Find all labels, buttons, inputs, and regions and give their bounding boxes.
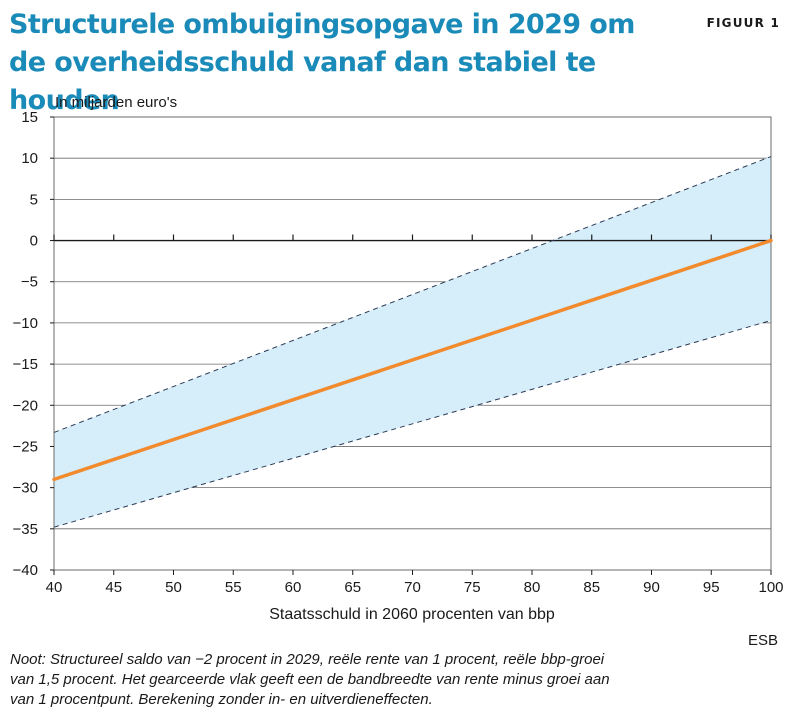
- y-tick-label: −20: [13, 397, 38, 414]
- upper-bound-line: [53, 156, 772, 433]
- y-tick-label: −25: [13, 438, 38, 455]
- x-tick-label: 45: [105, 579, 122, 596]
- y-tick-label: −30: [13, 480, 38, 497]
- x-tick-label: 95: [703, 579, 720, 596]
- y-tick-label: 10: [21, 150, 38, 167]
- x-tick-label: 85: [583, 579, 600, 596]
- main-series-line: [52, 238, 773, 482]
- x-tick-label: 55: [225, 579, 242, 596]
- y-axis-label: In miljarden euro's: [55, 94, 177, 111]
- x-tick-label: 80: [524, 579, 541, 596]
- x-axis-label: Staatsschuld in 2060 procenten van bbp: [269, 606, 555, 623]
- x-tick-label: 40: [46, 579, 63, 596]
- x-tick-label: 70: [404, 579, 421, 596]
- x-tick-label: 90: [643, 579, 660, 596]
- x-tick-label: 75: [464, 579, 481, 596]
- y-tick-label: −5: [21, 274, 38, 291]
- chart-title: Structurele ombuigingsopgave in 2029 om …: [9, 6, 649, 120]
- lower-bound-line: [53, 319, 772, 528]
- y-tick-label: −15: [13, 356, 38, 373]
- x-tick-label: 60: [285, 579, 302, 596]
- y-tick-label: −40: [13, 562, 38, 579]
- y-tick-label: 0: [30, 233, 38, 250]
- y-tick-label: −35: [13, 521, 38, 538]
- title-line-2: de overheidsschuld vanaf dan stabiel te …: [9, 47, 596, 116]
- y-tick-label: −10: [13, 315, 38, 332]
- line-chart: In miljarden euro's Staatsschuld in 2060…: [13, 94, 784, 623]
- figure-label: FIGUUR 1: [706, 16, 780, 30]
- source-label: ESB: [747, 632, 778, 649]
- chart-note: Noot: Structureel saldo van −2 procent i…: [10, 651, 610, 708]
- y-tick-label: 15: [21, 109, 38, 126]
- y-tick-label: 5: [30, 191, 38, 208]
- x-tick-label: 65: [344, 579, 361, 596]
- x-tick-label: 50: [165, 579, 182, 596]
- x-tick-label: 100: [758, 579, 783, 596]
- uncertainty-band: [54, 156, 771, 528]
- title-line-1: Structurele ombuigingsopgave in 2029 om: [9, 9, 635, 40]
